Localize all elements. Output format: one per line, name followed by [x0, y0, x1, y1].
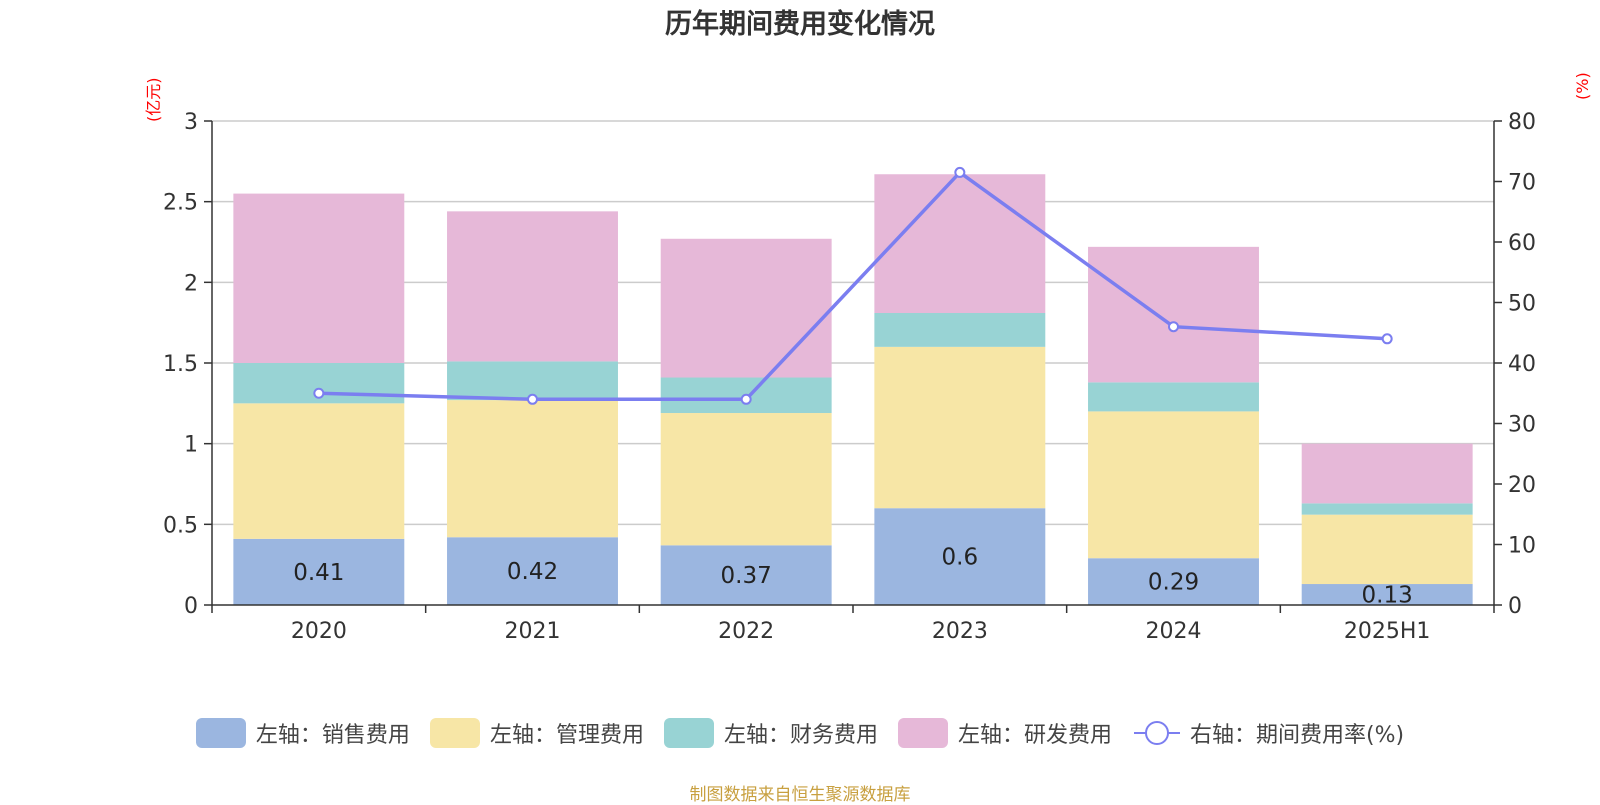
bar-segment-sales: [233, 538, 405, 605]
left-axis-unit: (亿元): [144, 77, 163, 123]
grid-lines: [212, 120, 1494, 526]
left-axis-tick-label: 2.5: [163, 191, 198, 216]
bar-data-label: 0.6: [942, 545, 979, 571]
rate-point: [313, 387, 325, 399]
bar-segment-sales: [660, 545, 832, 605]
bar-segment-finance: [1301, 503, 1473, 515]
bar-segment-rnd: [233, 193, 405, 363]
legend-item[interactable]: 左轴：销售费用: [195, 717, 410, 749]
bar-data-label: 0.42: [507, 559, 558, 585]
right-axis-tick-label: 30: [1508, 413, 1536, 438]
legend-item[interactable]: 左轴：管理费用: [429, 717, 644, 749]
rate-line-group: [313, 166, 1393, 405]
left-axis-tick-label: 0.5: [163, 513, 198, 538]
x-axis-tick-label: 2023: [932, 619, 988, 644]
bar-segment-admin: [1301, 514, 1473, 585]
bar-segment-admin: [1088, 411, 1259, 559]
bar-segment-finance: [874, 312, 1046, 347]
rate-point: [1168, 321, 1179, 333]
x-axis-tick-label: 2021: [505, 619, 561, 644]
x-axis-tick-label: 2024: [1146, 619, 1202, 644]
bar-segment-sales: [447, 537, 618, 605]
bar-data-label: 0.41: [293, 560, 344, 586]
right-axis-tick-label: 40: [1508, 352, 1536, 377]
bar-segment-rnd: [1088, 246, 1259, 383]
legend-swatch: [195, 718, 246, 748]
bar-labels-group: 0.41 0.42 0.37 0.6 0.29 0.13: [293, 545, 1413, 609]
rate-point: [954, 166, 966, 178]
right-axis-tick-label: 50: [1508, 292, 1536, 317]
bar-data-label: 0.13: [1362, 583, 1413, 609]
legend-label: 左轴：销售费用: [255, 723, 410, 748]
bar-segment-admin: [447, 400, 618, 538]
x-axis-tick-label: 2022: [718, 619, 774, 644]
right-axis-tick-label: 20: [1508, 473, 1536, 498]
legend-label: 左轴：研发费用: [957, 723, 1112, 748]
left-axis-tick-label: 3: [184, 110, 198, 135]
rate-point: [740, 393, 752, 405]
bar-segment-rnd: [660, 238, 832, 378]
right-axis-tick-label: 0: [1508, 594, 1522, 619]
legend-label: 右轴：期间费用率(%): [1189, 723, 1405, 748]
legend-swatch: [897, 718, 948, 748]
legend-item[interactable]: 右轴：期间费用率(%): [1132, 717, 1404, 749]
rate-line: [318, 170, 1388, 402]
bar-data-label: 0.37: [721, 563, 772, 589]
bar-segment-rnd: [874, 174, 1046, 313]
bar-segment-rnd: [1301, 443, 1473, 504]
right-axis-tick-label: 80: [1508, 110, 1536, 135]
legend-line-marker-icon: [1133, 721, 1180, 745]
bar-segment-finance: [1088, 382, 1259, 412]
left-axis-tick-label: 2: [184, 271, 198, 296]
legend-swatch: [429, 718, 480, 748]
bar-segment-finance: [447, 361, 618, 401]
x-axis-tick-label: 2025H1: [1344, 619, 1431, 644]
bar-data-label: 0.29: [1148, 570, 1199, 596]
chart-legend: 左轴：销售费用 左轴：管理费用 左轴：财务费用 左轴：研发费用 右轴：期间费用率(%): [0, 717, 1600, 749]
right-axis-tick-label: 60: [1508, 231, 1536, 256]
right-axis-unit: (%): [1573, 72, 1592, 100]
legend-item[interactable]: 左轴：财务费用: [663, 717, 878, 749]
chart-title: 历年期间费用变化情况: [665, 9, 935, 40]
bar-segment-admin: [660, 413, 832, 546]
bars-group: [233, 174, 1473, 605]
legend-item[interactable]: 左轴：研发费用: [897, 717, 1112, 749]
data-source-note: 制图数据来自恒生聚源数据库: [689, 785, 911, 805]
left-axis-tick-label: 1: [184, 433, 198, 458]
x-axis-tick-label: 2020: [291, 619, 347, 644]
rate-point: [1381, 333, 1393, 345]
legend-label: 左轴：管理费用: [489, 723, 644, 748]
right-axis-tick-label: 70: [1508, 171, 1536, 196]
left-axis-tick-label: 0: [184, 594, 198, 619]
chart-canvas: 0.41 0.42 0.370.60.29 0.13 00.511.522.53010…: [163, 110, 1536, 644]
bar-segment-sales: [1301, 584, 1473, 605]
bar-segment-admin: [874, 346, 1046, 509]
bar-segment-rnd: [447, 211, 618, 362]
legend-label: 左轴：财务费用: [723, 723, 878, 748]
bar-segment-sales: [1088, 558, 1259, 605]
bar-segment-admin: [233, 403, 405, 539]
bar-segment-sales: [874, 508, 1046, 605]
rate-point: [527, 393, 538, 405]
right-axis-tick-label: 10: [1508, 534, 1536, 559]
left-axis-tick-label: 1.5: [163, 352, 198, 377]
legend-swatch: [663, 718, 714, 748]
